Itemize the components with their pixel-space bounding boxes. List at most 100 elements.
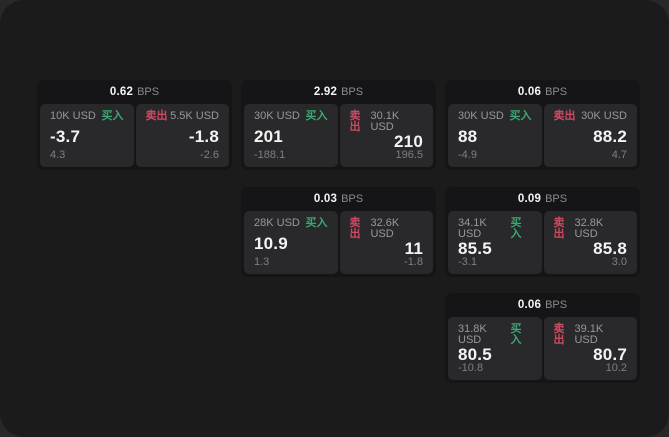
sell-top-row: 卖出 5.5K USD <box>146 111 220 122</box>
sell-price: 85.8 <box>593 239 627 258</box>
buy-panel[interactable]: 31.8K USD 买入 80.5 -10.8 <box>448 317 542 380</box>
sell-panel[interactable]: 卖出 32.8K USD 85.8 3.0 <box>543 211 637 274</box>
buy-price: 201 <box>254 126 283 146</box>
bps-value: 0.62 <box>109 86 134 98</box>
buy-label: 买入 <box>305 217 328 229</box>
buy-panel[interactable]: 30K USD 买入 88 -4.9 <box>448 104 542 167</box>
sell-label: 卖出 <box>145 110 168 122</box>
sell-top-row: 卖出 32.8K USD <box>554 218 628 240</box>
sell-notional: 39.1K USD <box>574 323 604 346</box>
buy-label: 买入 <box>305 110 328 122</box>
card-header: 0.62 BPS <box>40 80 229 104</box>
buy-panel[interactable]: 34.1K USD 买入 85.5 -3.1 <box>448 211 542 274</box>
buy-price: -3.7 <box>50 126 81 146</box>
quote-card: 0.09 BPS 34.1K USD 买入 85.5 -3.1 卖出 32.8K… <box>445 187 640 277</box>
sell-notional: 32.6K USD <box>370 217 400 240</box>
sell-notional: 32.8K USD <box>574 217 604 240</box>
sell-panel[interactable]: 卖出 30.1K USD 210 196.5 <box>339 104 433 167</box>
sell-price: 11 <box>404 239 423 258</box>
sell-panel[interactable]: 卖出 30K USD 88.2 4.7 <box>543 104 637 167</box>
buy-notional: 30K USD <box>458 110 504 122</box>
card-header: 2.92 BPS <box>244 80 433 104</box>
card-header: 0.03 BPS <box>244 187 433 211</box>
quote-card: 0.06 BPS 31.8K USD 买入 80.5 -10.8 卖出 39.1… <box>445 293 640 383</box>
quote-card: 0.03 BPS 28K USD 买入 10.9 1.3 卖出 32.6K US… <box>241 187 436 277</box>
buy-change: 1.3 <box>254 256 270 268</box>
sell-label: 卖出 <box>349 217 361 240</box>
buy-change: -188.1 <box>254 149 286 161</box>
card-header: 0.06 BPS <box>448 80 637 104</box>
sell-change: -1.8 <box>404 256 423 268</box>
buy-price: 88 <box>458 126 478 146</box>
buy-top-row: 28K USD 买入 <box>254 218 328 229</box>
bps-value: 0.06 <box>517 299 542 311</box>
sell-change: -2.6 <box>200 149 219 161</box>
buy-change: -4.9 <box>458 149 477 161</box>
bps-value: 0.03 <box>313 193 338 205</box>
quote-panels: 10K USD 买入 -3.7 4.3 卖出 5.5K USD -1.8 -2.… <box>40 104 229 167</box>
sell-change: 3.0 <box>611 256 627 268</box>
sell-panel[interactable]: 卖出 39.1K USD 80.7 10.2 <box>543 317 637 380</box>
quote-panels: 28K USD 买入 10.9 1.3 卖出 32.6K USD 11 -1.8 <box>244 211 433 274</box>
sell-top-row: 卖出 30K USD <box>554 111 628 122</box>
card-header: 0.09 BPS <box>448 187 637 211</box>
sell-label: 卖出 <box>553 110 576 122</box>
bps-unit: BPS <box>545 299 568 311</box>
sell-panel[interactable]: 卖出 5.5K USD -1.8 -2.6 <box>135 104 229 167</box>
buy-price: 85.5 <box>458 239 492 258</box>
buy-top-row: 31.8K USD 买入 <box>458 324 532 346</box>
sell-price: -1.8 <box>188 126 219 146</box>
sell-label: 卖出 <box>553 217 565 240</box>
quote-panels: 30K USD 买入 88 -4.9 卖出 30K USD 88.2 4.7 <box>448 104 637 167</box>
sell-change: 4.7 <box>611 149 627 161</box>
sell-change: 10.2 <box>605 362 627 374</box>
sell-notional: 30K USD <box>581 110 627 122</box>
buy-label: 买入 <box>510 217 522 240</box>
quote-card: 0.62 BPS 10K USD 买入 -3.7 4.3 卖出 5.5K USD… <box>37 80 232 170</box>
buy-top-row: 34.1K USD 买入 <box>458 218 532 240</box>
sell-top-row: 卖出 32.6K USD <box>350 218 424 240</box>
sell-top-row: 卖出 39.1K USD <box>554 324 628 346</box>
buy-top-row: 30K USD 买入 <box>254 111 328 122</box>
sell-top-row: 卖出 30.1K USD <box>350 111 424 133</box>
buy-notional: 28K USD <box>254 217 300 229</box>
bps-unit: BPS <box>545 193 568 205</box>
buy-price: 80.5 <box>458 345 492 364</box>
buy-panel[interactable]: 28K USD 买入 10.9 1.3 <box>244 211 338 274</box>
buy-notional: 34.1K USD <box>458 217 487 240</box>
buy-panel[interactable]: 30K USD 买入 201 -188.1 <box>244 104 338 167</box>
bps-value: 0.06 <box>517 86 542 98</box>
buy-change: -10.8 <box>458 362 484 374</box>
quote-card: 2.92 BPS 30K USD 买入 201 -188.1 卖出 30.1K … <box>241 80 436 170</box>
quote-panels: 34.1K USD 买入 85.5 -3.1 卖出 32.8K USD 85.8… <box>448 211 637 274</box>
sell-label: 卖出 <box>349 110 361 133</box>
sell-notional: 5.5K USD <box>170 110 219 122</box>
bps-unit: BPS <box>341 86 364 98</box>
quote-panels: 31.8K USD 买入 80.5 -10.8 卖出 39.1K USD 80.… <box>448 317 637 380</box>
bps-unit: BPS <box>545 86 568 98</box>
bps-value: 2.92 <box>313 86 338 98</box>
sell-price: 210 <box>394 132 423 151</box>
buy-label: 买入 <box>101 110 124 122</box>
buy-notional: 10K USD <box>50 110 96 122</box>
buy-label: 买入 <box>510 323 522 346</box>
buy-label: 买入 <box>509 110 532 122</box>
buy-panel[interactable]: 10K USD 买入 -3.7 4.3 <box>40 104 134 167</box>
card-header: 0.06 BPS <box>448 293 637 317</box>
quote-panels: 30K USD 买入 201 -188.1 卖出 30.1K USD 210 1… <box>244 104 433 167</box>
buy-top-row: 10K USD 买入 <box>50 111 124 122</box>
buy-change: -3.1 <box>458 256 477 268</box>
bps-value: 0.09 <box>517 193 542 205</box>
sell-notional: 30.1K USD <box>370 110 400 133</box>
sell-price: 88.2 <box>593 126 627 146</box>
bps-unit: BPS <box>341 193 364 205</box>
sell-price: 80.7 <box>593 345 627 364</box>
buy-price: 10.9 <box>254 233 288 253</box>
sell-change: 196.5 <box>395 149 423 161</box>
quote-card: 0.06 BPS 30K USD 买入 88 -4.9 卖出 30K USD 8… <box>445 80 640 170</box>
sell-panel[interactable]: 卖出 32.6K USD 11 -1.8 <box>339 211 433 274</box>
bps-unit: BPS <box>137 86 160 98</box>
buy-notional: 31.8K USD <box>458 323 487 346</box>
sell-label: 卖出 <box>553 323 565 346</box>
